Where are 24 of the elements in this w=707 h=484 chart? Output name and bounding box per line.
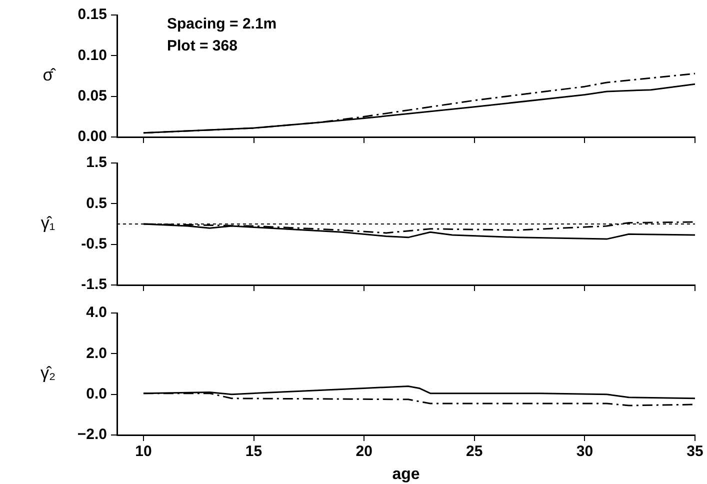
y-tick-label: 0.5 — [86, 194, 107, 212]
y-tick-label: 0.00 — [78, 128, 107, 146]
y-tick-label: 0.05 — [78, 87, 107, 104]
y-tick-label: -0.5 — [81, 235, 107, 252]
y-tick-label: 0.15 — [78, 6, 107, 24]
x-tick-label: 10 — [135, 443, 152, 460]
annotation: Spacing = 2.1m — [167, 16, 277, 33]
x-tick-label: 20 — [356, 443, 372, 460]
y-axis-title: σ̂ — [42, 66, 56, 85]
x-tick-label: 30 — [576, 443, 594, 460]
y-axis-title: γ̂₁ — [40, 214, 56, 233]
x-tick-label: 15 — [245, 443, 262, 460]
x-tick-label: 35 — [686, 443, 704, 460]
y-axis-title: γ̂₂ — [40, 364, 56, 383]
y-tick-label: 4.0 — [86, 304, 107, 322]
y-tick-label: 0.0 — [86, 385, 107, 402]
x-tick-label: 25 — [466, 443, 483, 460]
y-tick-label: −2.0 — [77, 426, 107, 444]
annotation: Plot = 368 — [167, 38, 238, 55]
y-tick-label: 0.10 — [78, 46, 107, 64]
x-axis-title: age — [392, 466, 420, 483]
y-tick-label: 1.5 — [86, 154, 107, 172]
y-tick-label: -1.5 — [81, 276, 107, 294]
y-tick-label: 2.0 — [86, 344, 107, 362]
